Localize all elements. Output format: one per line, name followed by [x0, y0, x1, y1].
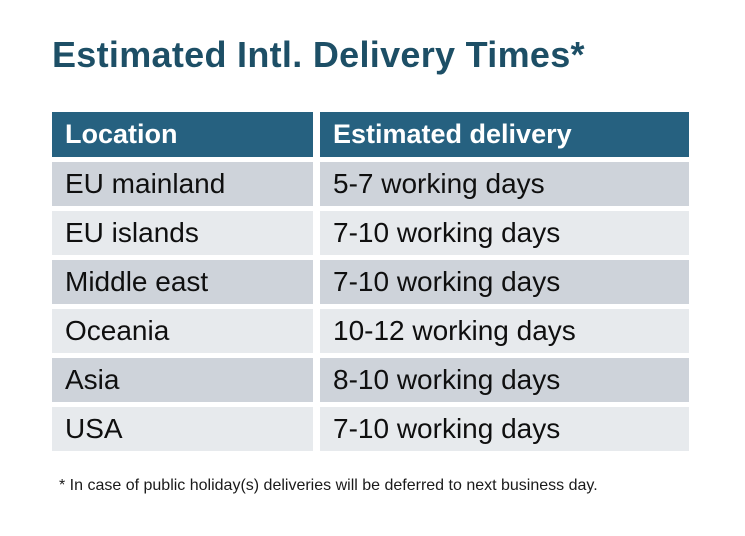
table-cell-location: Middle east	[52, 260, 313, 304]
column-header-location: Location	[52, 112, 313, 157]
table-cell-location: Oceania	[52, 309, 313, 353]
table-cell-location: Asia	[52, 358, 313, 402]
table-cell-location: USA	[52, 407, 313, 451]
table-footnote: * In case of public holiday(s) deliverie…	[59, 477, 598, 494]
page-title: Estimated Intl. Delivery Times*	[52, 34, 585, 75]
table-cell-location: EU islands	[52, 211, 313, 255]
table-cell-location: EU mainland	[52, 162, 313, 206]
delivery-times-table: Location Estimated delivery EU mainland …	[52, 112, 689, 451]
table-cell-delivery: 5-7 working days	[320, 162, 689, 206]
table-cell-delivery: 7-10 working days	[320, 407, 689, 451]
table-cell-delivery: 7-10 working days	[320, 211, 689, 255]
table-cell-delivery: 7-10 working days	[320, 260, 689, 304]
table-cell-delivery: 10-12 working days	[320, 309, 689, 353]
table-cell-delivery: 8-10 working days	[320, 358, 689, 402]
column-header-estimated-delivery: Estimated delivery	[320, 112, 689, 157]
